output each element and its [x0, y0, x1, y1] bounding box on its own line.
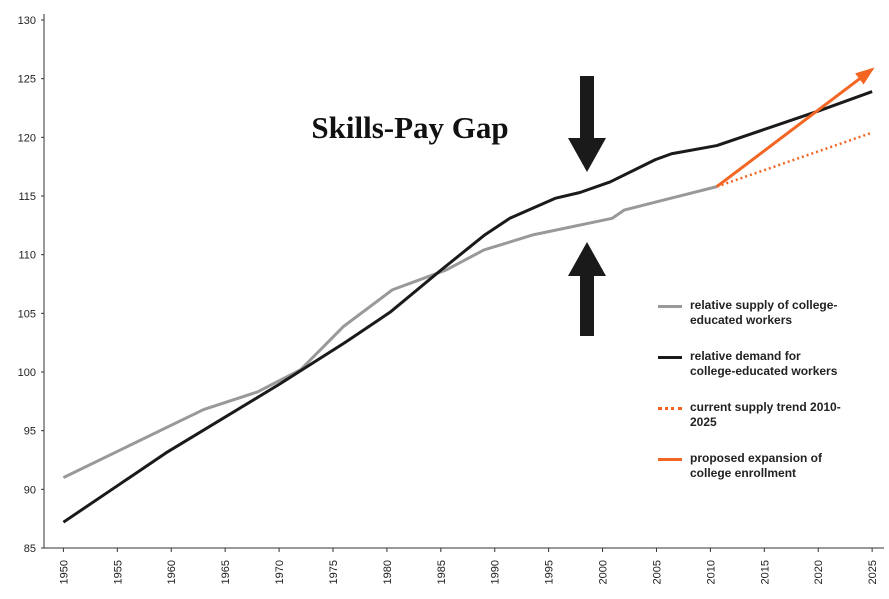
series-line: [716, 131, 873, 188]
x-tick-label: 1975: [328, 560, 340, 584]
legend-swatch: [658, 305, 682, 308]
series-line: [715, 68, 874, 188]
legend-item: relative demand for college-educated wor…: [658, 349, 848, 379]
y-tick-label: 85: [24, 543, 36, 555]
y-tick-label: 120: [18, 132, 36, 144]
legend-item: proposed expansion of college enrollment: [658, 451, 848, 481]
y-tick-label: 100: [18, 367, 36, 379]
legend-label: relative supply of college-educated work…: [690, 298, 838, 327]
x-tick-label: 2025: [867, 560, 879, 584]
y-tick-label: 95: [24, 426, 36, 438]
x-tick-label: 1970: [274, 560, 286, 584]
series-line: [62, 90, 873, 524]
x-tick-label: 1950: [58, 560, 70, 584]
x-tick-label: 1965: [220, 560, 232, 584]
y-tick-label: 105: [18, 308, 36, 320]
gap-arrow-up: [568, 242, 606, 336]
x-tick-label: 1955: [112, 560, 124, 584]
x-tick-label: 1995: [544, 560, 556, 584]
arrow-head: [855, 67, 875, 85]
legend-label: relative demand for college-educated wor…: [690, 349, 838, 378]
x-tick-label: 1960: [166, 560, 178, 584]
x-tick-label: 2015: [759, 560, 771, 584]
y-tick-label: 90: [24, 484, 36, 496]
legend-item: current supply trend 2010-2025: [658, 400, 848, 430]
legend-label: proposed expansion of college enrollment: [690, 451, 823, 480]
x-tick-label: 1990: [490, 560, 502, 584]
y-tick-label: 115: [18, 191, 36, 203]
y-tick-label: 130: [18, 15, 36, 27]
legend-label: current supply trend 2010-2025: [690, 400, 841, 429]
x-tick-label: 1985: [436, 560, 448, 584]
legend-swatch: [658, 407, 682, 410]
x-tick-label: 2000: [598, 560, 610, 584]
series-line: [62, 185, 718, 479]
y-tick-label: 110: [18, 250, 36, 262]
legend: relative supply of college-educated work…: [658, 298, 848, 502]
gap-arrow-down: [568, 76, 606, 172]
legend-item: relative supply of college-educated work…: [658, 298, 848, 328]
y-tick-label: 125: [18, 74, 36, 86]
legend-swatch: [658, 458, 682, 461]
legend-swatch: [658, 356, 682, 359]
chart-title: Skills-Pay Gap: [311, 110, 508, 145]
x-tick-label: 1980: [382, 560, 394, 584]
x-tick-label: 2005: [651, 560, 663, 584]
x-tick-label: 2010: [705, 560, 717, 584]
x-tick-label: 2020: [813, 560, 825, 584]
